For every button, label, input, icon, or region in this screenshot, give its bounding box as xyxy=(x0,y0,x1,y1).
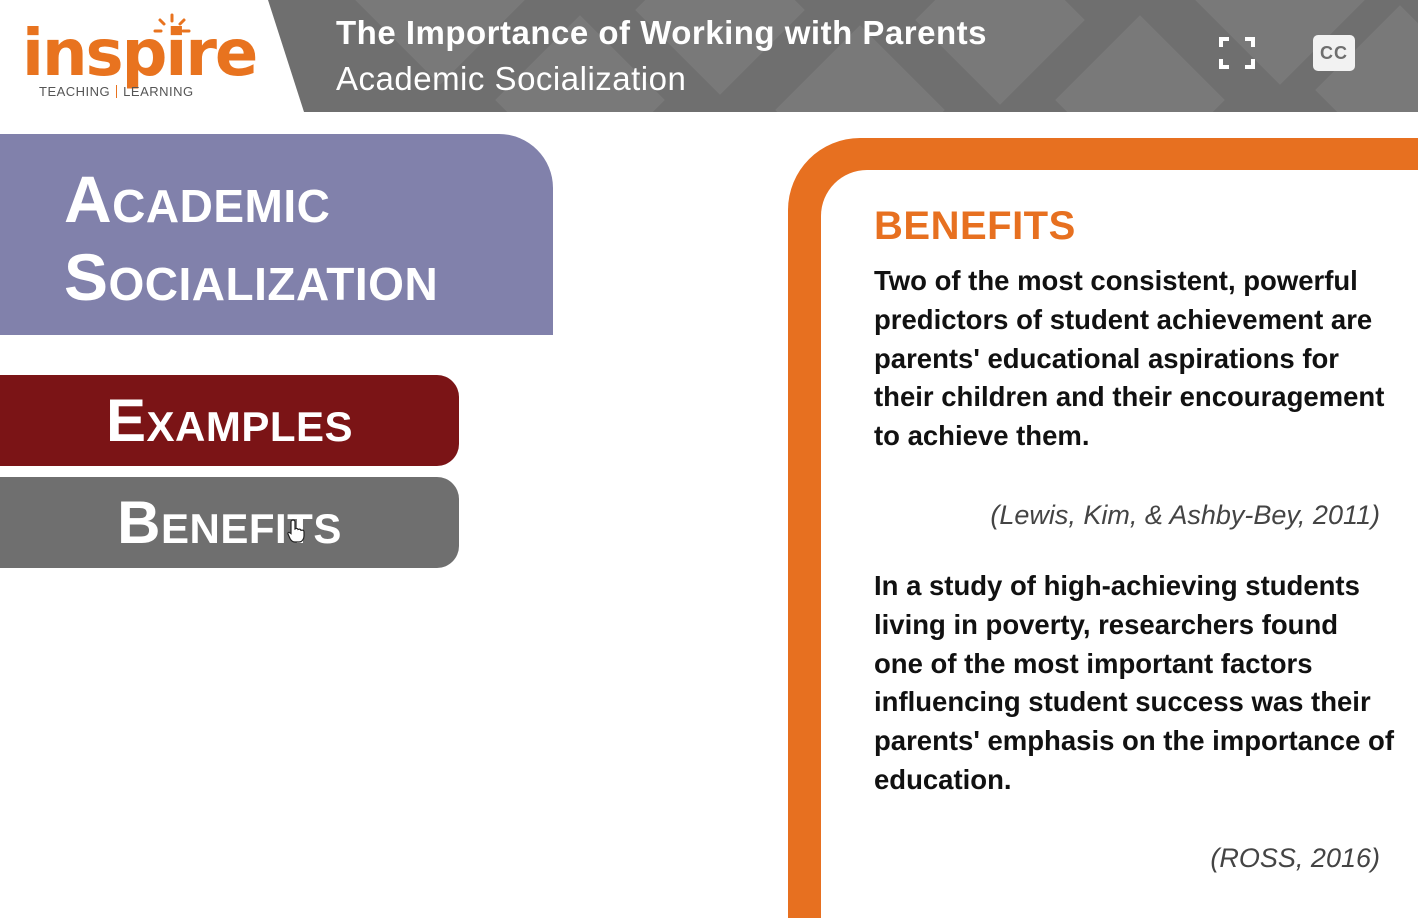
examples-button[interactable]: Examples xyxy=(0,375,459,466)
logo: inspire TEACHING LEARNING xyxy=(0,0,304,112)
content-citation: (ROSS, 2016) xyxy=(1210,843,1380,873)
fullscreen-button[interactable] xyxy=(1215,33,1259,73)
content-citation: (Lewis, Kim, & Ashby-Bey, 2011) xyxy=(990,500,1380,530)
logo-tagline-divider xyxy=(116,85,118,98)
cc-icon: CC xyxy=(1320,42,1348,63)
topic-title-line2: Socialization xyxy=(64,240,439,314)
logo-tagline-teaching: TEACHING xyxy=(39,84,111,99)
title-bar: inspire TEACHING LEARNING The Importance… xyxy=(0,0,1418,112)
logo-word: inspire xyxy=(22,17,258,91)
logo-tagline: TEACHING LEARNING xyxy=(39,84,194,99)
hand-cursor-icon xyxy=(287,519,305,543)
fullscreen-icon xyxy=(1219,37,1255,69)
lesson-title: Academic Socialization xyxy=(336,60,687,97)
content-heading: BENEFITS xyxy=(874,204,1076,248)
content-paragraph: In a study of high-achieving students li… xyxy=(874,570,1394,795)
sun-icon xyxy=(153,13,191,33)
content-card xyxy=(821,170,1418,920)
content-paragraph: Two of the most consistent, powerful pre… xyxy=(874,265,1385,452)
logo-tagline-learning: LEARNING xyxy=(123,84,194,99)
benefits-button[interactable]: Benefits xyxy=(0,477,459,568)
closed-captions-button[interactable]: CC xyxy=(1313,35,1355,71)
topic-title-line1: Academic xyxy=(64,162,331,236)
topic-panel: Academic Socialization xyxy=(0,134,553,335)
course-title: The Importance of Working with Parents xyxy=(336,14,987,51)
